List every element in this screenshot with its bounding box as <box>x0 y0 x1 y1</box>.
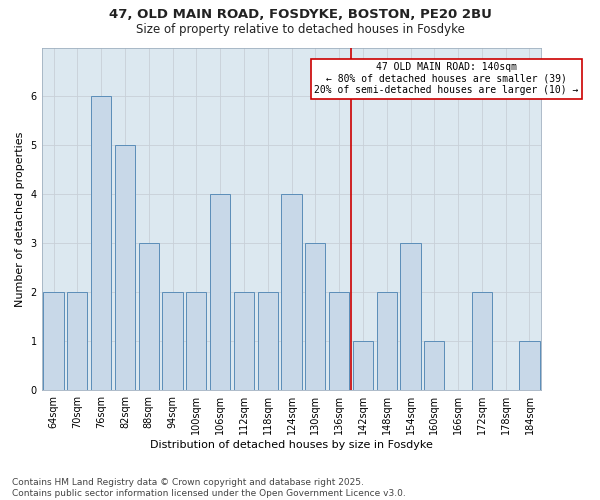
Text: Size of property relative to detached houses in Fosdyke: Size of property relative to detached ho… <box>136 22 464 36</box>
Bar <box>281 194 302 390</box>
Bar <box>163 292 182 390</box>
Text: 47, OLD MAIN ROAD, FOSDYKE, BOSTON, PE20 2BU: 47, OLD MAIN ROAD, FOSDYKE, BOSTON, PE20… <box>109 8 491 20</box>
Bar <box>353 341 373 390</box>
Bar <box>377 292 397 390</box>
Bar <box>400 244 421 390</box>
Bar <box>91 96 111 390</box>
Bar <box>234 292 254 390</box>
Bar <box>139 244 159 390</box>
Text: Contains HM Land Registry data © Crown copyright and database right 2025.
Contai: Contains HM Land Registry data © Crown c… <box>12 478 406 498</box>
Bar <box>472 292 492 390</box>
Bar <box>424 341 445 390</box>
Text: 47 OLD MAIN ROAD: 140sqm
← 80% of detached houses are smaller (39)
20% of semi-d: 47 OLD MAIN ROAD: 140sqm ← 80% of detach… <box>314 62 578 96</box>
Y-axis label: Number of detached properties: Number of detached properties <box>15 131 25 306</box>
Bar <box>115 146 135 390</box>
Bar <box>257 292 278 390</box>
Bar <box>210 194 230 390</box>
Bar <box>329 292 349 390</box>
Bar <box>43 292 64 390</box>
X-axis label: Distribution of detached houses by size in Fosdyke: Distribution of detached houses by size … <box>150 440 433 450</box>
Bar <box>186 292 206 390</box>
Bar <box>520 341 539 390</box>
Bar <box>305 244 325 390</box>
Bar <box>67 292 88 390</box>
